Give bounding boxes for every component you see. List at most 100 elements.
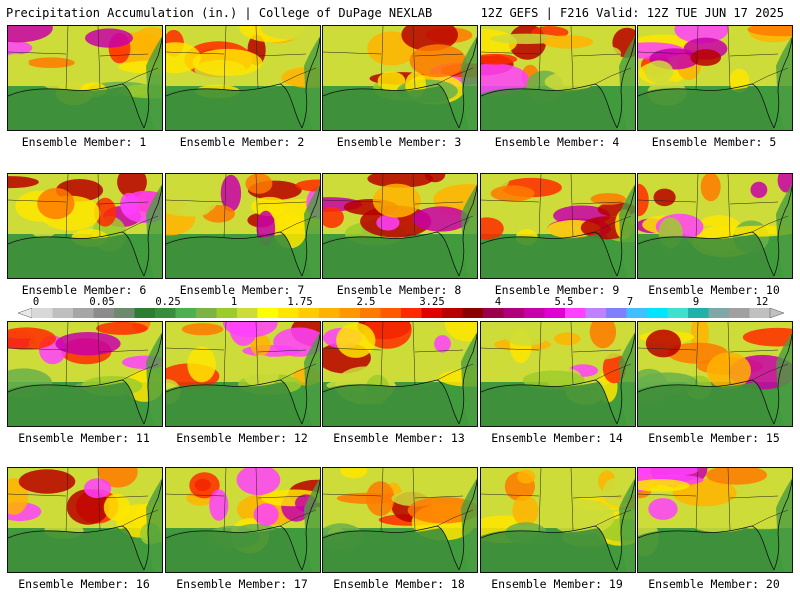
colorbar-swatch <box>339 308 361 318</box>
colorbar-tick-label: 5.5 <box>554 296 574 308</box>
precipitation-field <box>638 26 792 130</box>
ensemble-member-label: Ensemble Member: 3 <box>336 135 462 149</box>
colorbar-swatch <box>708 308 730 318</box>
colorbar-tick-label: 3.25 <box>419 296 445 308</box>
ensemble-member-label: Ensemble Member: 14 <box>491 431 623 445</box>
ensemble-member-label: Ensemble Member: 17 <box>176 577 308 591</box>
precipitation-colorbar <box>18 308 784 318</box>
ensemble-member-label: Ensemble Member: 20 <box>648 577 780 591</box>
ensemble-member-map <box>637 25 793 131</box>
colorbar-swatch <box>93 308 115 318</box>
precipitation-field <box>8 26 162 130</box>
colorbar-swatch <box>196 308 217 318</box>
colorbar-swatch <box>32 308 53 318</box>
precipitation-field <box>8 174 162 278</box>
ensemble-member-label: Ensemble Member: 10 <box>648 283 780 297</box>
colorbar-tick-label: 0.25 <box>155 296 181 308</box>
colorbar-swatch <box>688 308 709 318</box>
colorbar-tick-label: 7 <box>626 296 634 308</box>
precipitation-field <box>323 26 477 130</box>
ensemble-member-map <box>322 321 478 427</box>
colorbar-swatch <box>749 308 771 318</box>
precipitation-field <box>166 322 320 426</box>
ensemble-member-map <box>7 467 163 573</box>
colorbar-tick-label: 1 <box>230 296 238 308</box>
precipitation-field <box>8 468 162 572</box>
ensemble-member-label: Ensemble Member: 18 <box>333 577 465 591</box>
colorbar-swatch <box>421 308 443 318</box>
colorbar-tick-label: 4 <box>494 296 502 308</box>
ensemble-member-label: Ensemble Member: 5 <box>651 135 777 149</box>
colorbar-swatch <box>544 308 566 318</box>
colorbar-swatch <box>134 308 156 318</box>
colorbar-swatch <box>237 308 258 318</box>
colorbar-swatch <box>360 308 381 318</box>
ensemble-member-map <box>165 321 321 427</box>
colorbar-swatch <box>319 308 340 318</box>
ensemble-member-label: Ensemble Member: 11 <box>18 431 150 445</box>
colorbar-tick-label: 2.5 <box>356 296 376 308</box>
colorbar-swatch <box>565 308 586 318</box>
colorbar-tick-label: 0.05 <box>89 296 115 308</box>
precipitation-field <box>481 26 635 130</box>
colorbar-swatch <box>524 308 545 318</box>
colorbar-tick-labels: 0 0.05 0.25 1 1.75 2.5 3.25 4 5.5 7 9 12 <box>18 296 784 308</box>
colorbar-swatch <box>442 308 463 318</box>
colorbar-swatch <box>667 308 689 318</box>
precipitation-field <box>166 468 320 572</box>
colorbar-swatch <box>73 308 94 318</box>
colorbar-swatch <box>729 308 750 318</box>
colorbar-swatch <box>52 308 74 318</box>
precipitation-field <box>638 322 792 426</box>
chart-title: Precipitation Accumulation (in.) | Colle… <box>6 6 433 20</box>
ensemble-member-map <box>480 467 636 573</box>
colorbar-swatch <box>647 308 668 318</box>
colorbar-swatch <box>626 308 648 318</box>
ensemble-member-label: Ensemble Member: 7 <box>179 283 305 297</box>
colorbar-min-arrow <box>18 308 33 318</box>
precipitation-field <box>323 322 477 426</box>
colorbar-swatch <box>380 308 402 318</box>
ensemble-member-map <box>7 25 163 131</box>
colorbar-swatch <box>216 308 238 318</box>
precipitation-field <box>323 174 477 278</box>
colorbar-swatch <box>114 308 135 318</box>
colorbar-swatch <box>298 308 320 318</box>
ensemble-member-label: Ensemble Member: 16 <box>18 577 150 591</box>
colorbar-swatch <box>606 308 627 318</box>
ensemble-member-label: Ensemble Member: 15 <box>648 431 780 445</box>
ensemble-member-label: Ensemble Member: 4 <box>494 135 620 149</box>
precipitation-field <box>481 174 635 278</box>
ensemble-member-label: Ensemble Member: 12 <box>176 431 308 445</box>
colorbar-swatch <box>175 308 197 318</box>
colorbar-swatch <box>585 308 607 318</box>
colorbar-swatch <box>155 308 176 318</box>
ensemble-member-label: Ensemble Member: 13 <box>333 431 465 445</box>
colorbar-swatch <box>462 308 484 318</box>
ensemble-member-label: Ensemble Member: 6 <box>21 283 147 297</box>
ensemble-member-map <box>7 321 163 427</box>
colorbar-swatch <box>401 308 422 318</box>
precipitation-field <box>481 468 635 572</box>
ensemble-member-label: Ensemble Member: 2 <box>179 135 305 149</box>
model-run-info: 12Z GEFS | F216 Valid: 12Z TUE JUN 17 20… <box>480 6 784 20</box>
ensemble-member-map <box>322 25 478 131</box>
ensemble-member-label: Ensemble Member: 9 <box>494 283 620 297</box>
ensemble-member-map <box>165 25 321 131</box>
ensemble-member-label: Ensemble Member: 1 <box>21 135 147 149</box>
colorbar-tick-label: 1.75 <box>287 296 313 308</box>
ensemble-member-map <box>322 467 478 573</box>
ensemble-member-label: Ensemble Member: 19 <box>491 577 623 591</box>
colorbar-max-arrow <box>769 308 784 318</box>
ensemble-member-map <box>480 25 636 131</box>
ensemble-member-map <box>165 467 321 573</box>
ensemble-member-label: Ensemble Member: 8 <box>336 283 462 297</box>
precipitation-field <box>166 174 320 278</box>
ensemble-member-map <box>165 173 321 279</box>
colorbar-tick-label: 0 <box>32 296 40 308</box>
precipitation-field <box>166 26 320 130</box>
ensemble-member-map <box>322 173 478 279</box>
colorbar-swatch <box>503 308 525 318</box>
colorbar-swatch <box>257 308 279 318</box>
colorbar-swatch <box>278 308 299 318</box>
